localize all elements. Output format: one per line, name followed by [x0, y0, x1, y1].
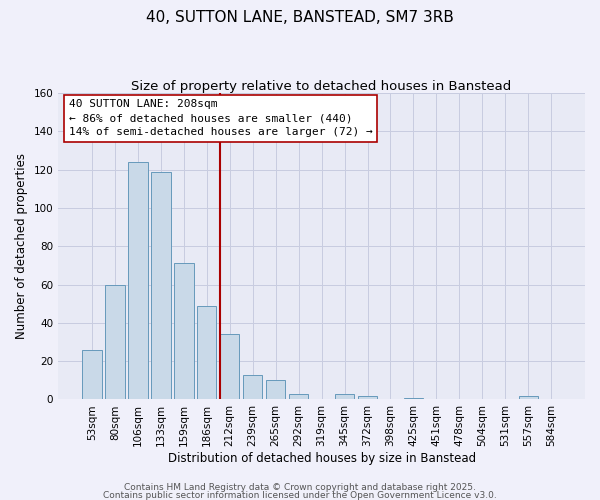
Bar [243, 374, 262, 400]
Bar [335, 394, 355, 400]
Bar [404, 398, 423, 400]
Bar [105, 284, 125, 400]
Bar [358, 396, 377, 400]
Bar [151, 172, 170, 400]
Text: 40, SUTTON LANE, BANSTEAD, SM7 3RB: 40, SUTTON LANE, BANSTEAD, SM7 3RB [146, 10, 454, 25]
Y-axis label: Number of detached properties: Number of detached properties [15, 153, 28, 339]
Title: Size of property relative to detached houses in Banstead: Size of property relative to detached ho… [131, 80, 512, 93]
X-axis label: Distribution of detached houses by size in Banstead: Distribution of detached houses by size … [167, 452, 476, 465]
Bar [518, 396, 538, 400]
Bar [197, 306, 217, 400]
Text: Contains public sector information licensed under the Open Government Licence v3: Contains public sector information licen… [103, 490, 497, 500]
Bar [174, 264, 194, 400]
Bar [289, 394, 308, 400]
Bar [82, 350, 101, 400]
Text: Contains HM Land Registry data © Crown copyright and database right 2025.: Contains HM Land Registry data © Crown c… [124, 484, 476, 492]
Bar [220, 334, 239, 400]
Bar [266, 380, 286, 400]
Text: 40 SUTTON LANE: 208sqm
← 86% of detached houses are smaller (440)
14% of semi-de: 40 SUTTON LANE: 208sqm ← 86% of detached… [69, 99, 373, 137]
Bar [128, 162, 148, 400]
